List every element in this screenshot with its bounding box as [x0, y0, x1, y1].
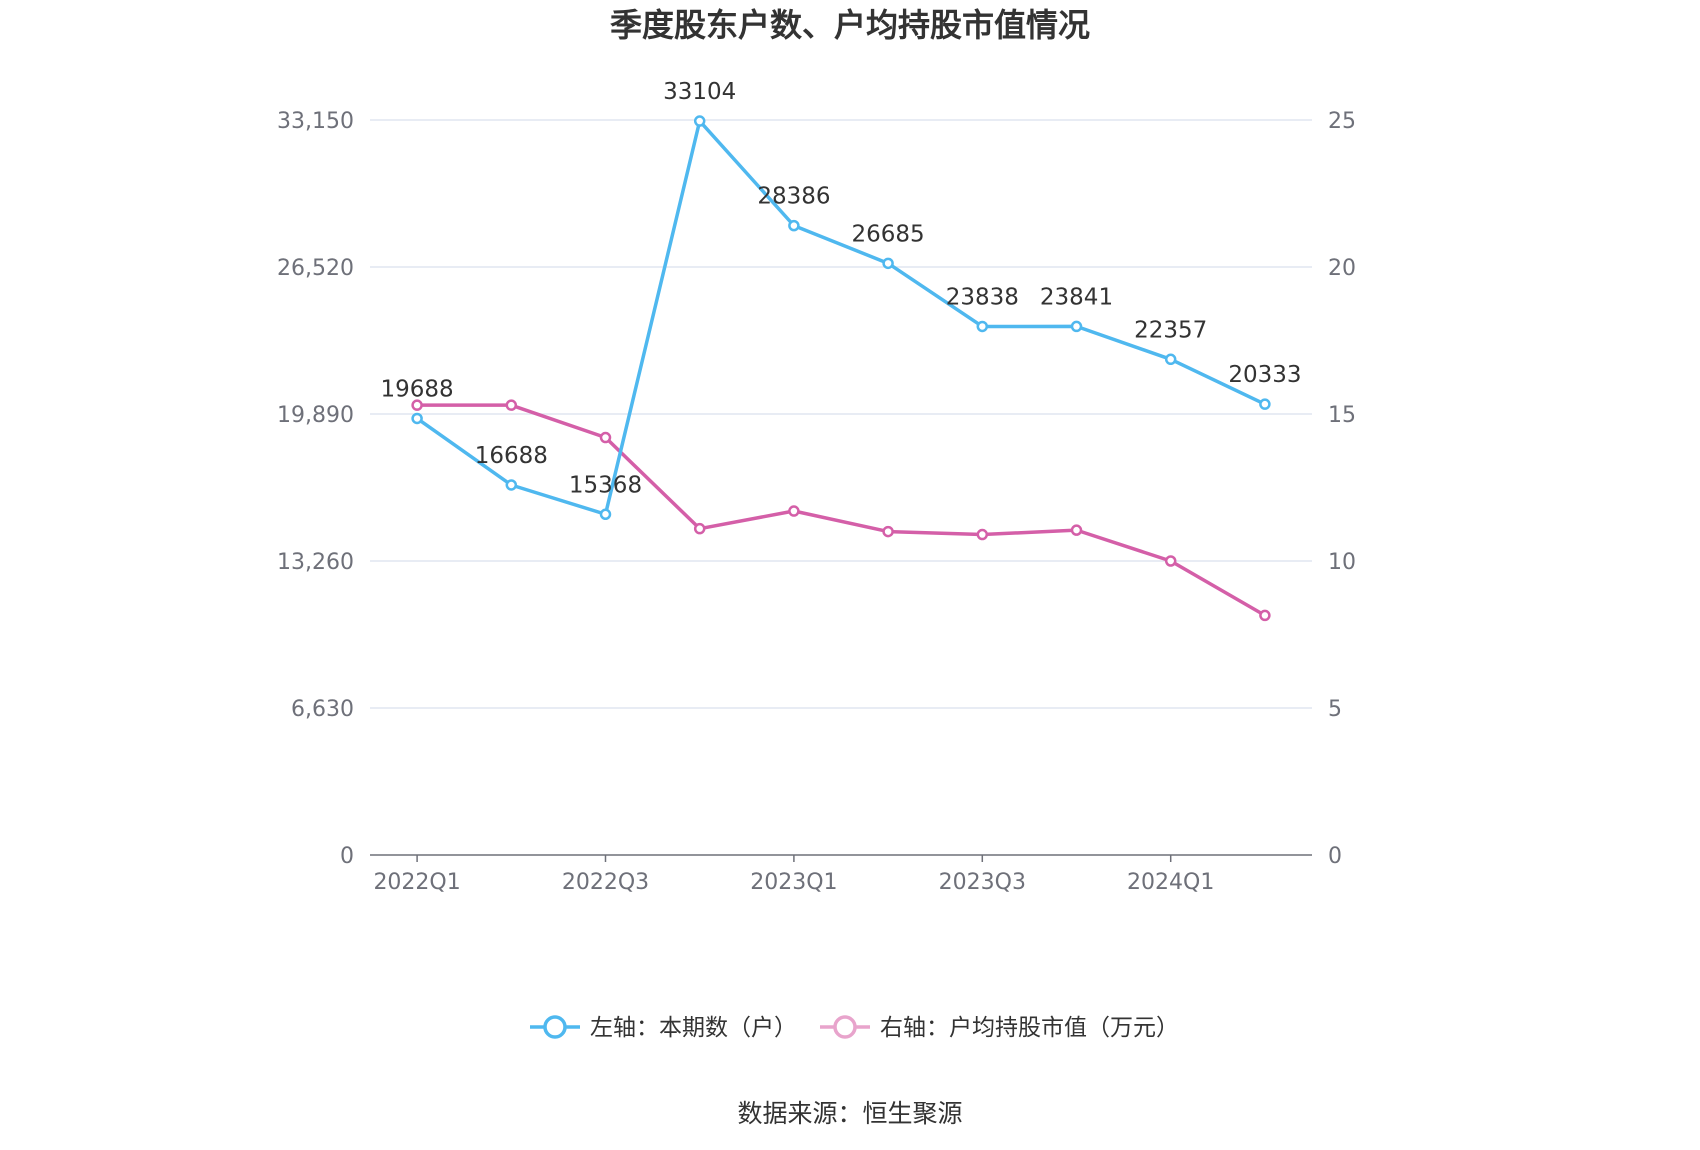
data-point-left[interactable] — [1070, 320, 1083, 333]
data-point-left[interactable] — [882, 257, 894, 270]
data-point-right[interactable] — [788, 505, 800, 517]
data-label: 22357 — [1134, 317, 1207, 343]
chart-title: 季度股东户数、户均持股市值情况 — [610, 6, 1090, 44]
legend[interactable]: 左轴：本期数（户） 右轴：户均持股市值（万元） — [530, 1015, 1179, 1041]
data-point-left[interactable] — [599, 508, 612, 521]
right-axis-tick-label: 15 — [1328, 403, 1356, 428]
data-label: 19688 — [381, 376, 454, 402]
data-point-left[interactable] — [1164, 353, 1177, 366]
data-point-right[interactable] — [882, 525, 894, 538]
data-point-right[interactable] — [1164, 555, 1177, 567]
legend-item-right[interactable]: 右轴：户均持股市值（万元） — [820, 1015, 1179, 1041]
data-point-right[interactable] — [693, 522, 706, 535]
data-point-left[interactable] — [788, 219, 800, 232]
left-axis-tick-label: 33,150 — [277, 109, 354, 134]
data-point-right[interactable] — [1070, 524, 1083, 536]
data-point-left[interactable] — [411, 412, 423, 425]
series-line-right — [417, 403, 1266, 617]
series-line-left — [416, 119, 1266, 517]
right-axis-tick-label: 5 — [1328, 697, 1342, 722]
data-label: 15368 — [569, 472, 642, 498]
right-axis-tick-label: 20 — [1328, 256, 1356, 281]
right-axis-tick-label: 25 — [1328, 109, 1356, 134]
data-label: 23841 — [1040, 284, 1113, 310]
legend-swatch-marker — [543, 1015, 567, 1039]
data-label: 33104 — [663, 79, 736, 105]
data-point-right[interactable] — [1259, 609, 1271, 622]
legend-item-left[interactable]: 左轴：本期数（户） — [530, 1015, 797, 1041]
data-point-right[interactable] — [599, 431, 612, 444]
data-point-left[interactable] — [976, 320, 989, 333]
x-axis-tick-label: 2024Q1 — [1127, 870, 1214, 895]
data-label: 20333 — [1228, 362, 1301, 388]
data-point-left[interactable] — [505, 479, 518, 491]
legend-swatch-marker — [833, 1015, 857, 1039]
right-axis-tick-label: 10 — [1328, 550, 1356, 575]
x-axis-tick-label: 2022Q1 — [373, 870, 460, 895]
data-point-left[interactable] — [693, 115, 706, 127]
x-axis-tick-label: 2023Q3 — [939, 870, 1026, 895]
legend-label: 右轴：户均持股市值（万元） — [880, 1015, 1179, 1041]
x-axis-tick-label: 2022Q3 — [562, 870, 649, 895]
left-axis-tick-label: 19,890 — [277, 403, 354, 428]
series-layer — [411, 115, 1271, 622]
left-axis-tick-label: 6,630 — [291, 697, 354, 722]
data-label: 23838 — [946, 284, 1019, 310]
legend-label: 左轴：本期数（户） — [590, 1015, 797, 1041]
data-point-right[interactable] — [505, 399, 518, 411]
left-axis-tick-label: 26,520 — [277, 256, 354, 281]
grid-layer — [370, 119, 1312, 709]
label-layer: 19688 16688 15368 33104 28386 26685 23838 23841… — [381, 79, 1302, 498]
data-point-left[interactable] — [1259, 398, 1271, 410]
data-label: 28386 — [757, 184, 830, 210]
data-label: 26685 — [852, 221, 925, 247]
left-axis-tick-label: 13,260 — [277, 550, 354, 575]
axis-layer: 0 6,630 13,260 19,890 26,520 33,150 0 5 10 15 20 25… — [277, 109, 1356, 895]
left-axis-tick-label: 0 — [340, 844, 354, 869]
data-point-right[interactable] — [411, 399, 423, 411]
source-note: 数据来源：恒生聚源 — [737, 1099, 962, 1128]
x-axis-tick-label: 2023Q1 — [750, 870, 837, 895]
data-point-right[interactable] — [976, 528, 989, 541]
data-label: 16688 — [475, 443, 548, 469]
right-axis-tick-label: 0 — [1328, 844, 1342, 869]
